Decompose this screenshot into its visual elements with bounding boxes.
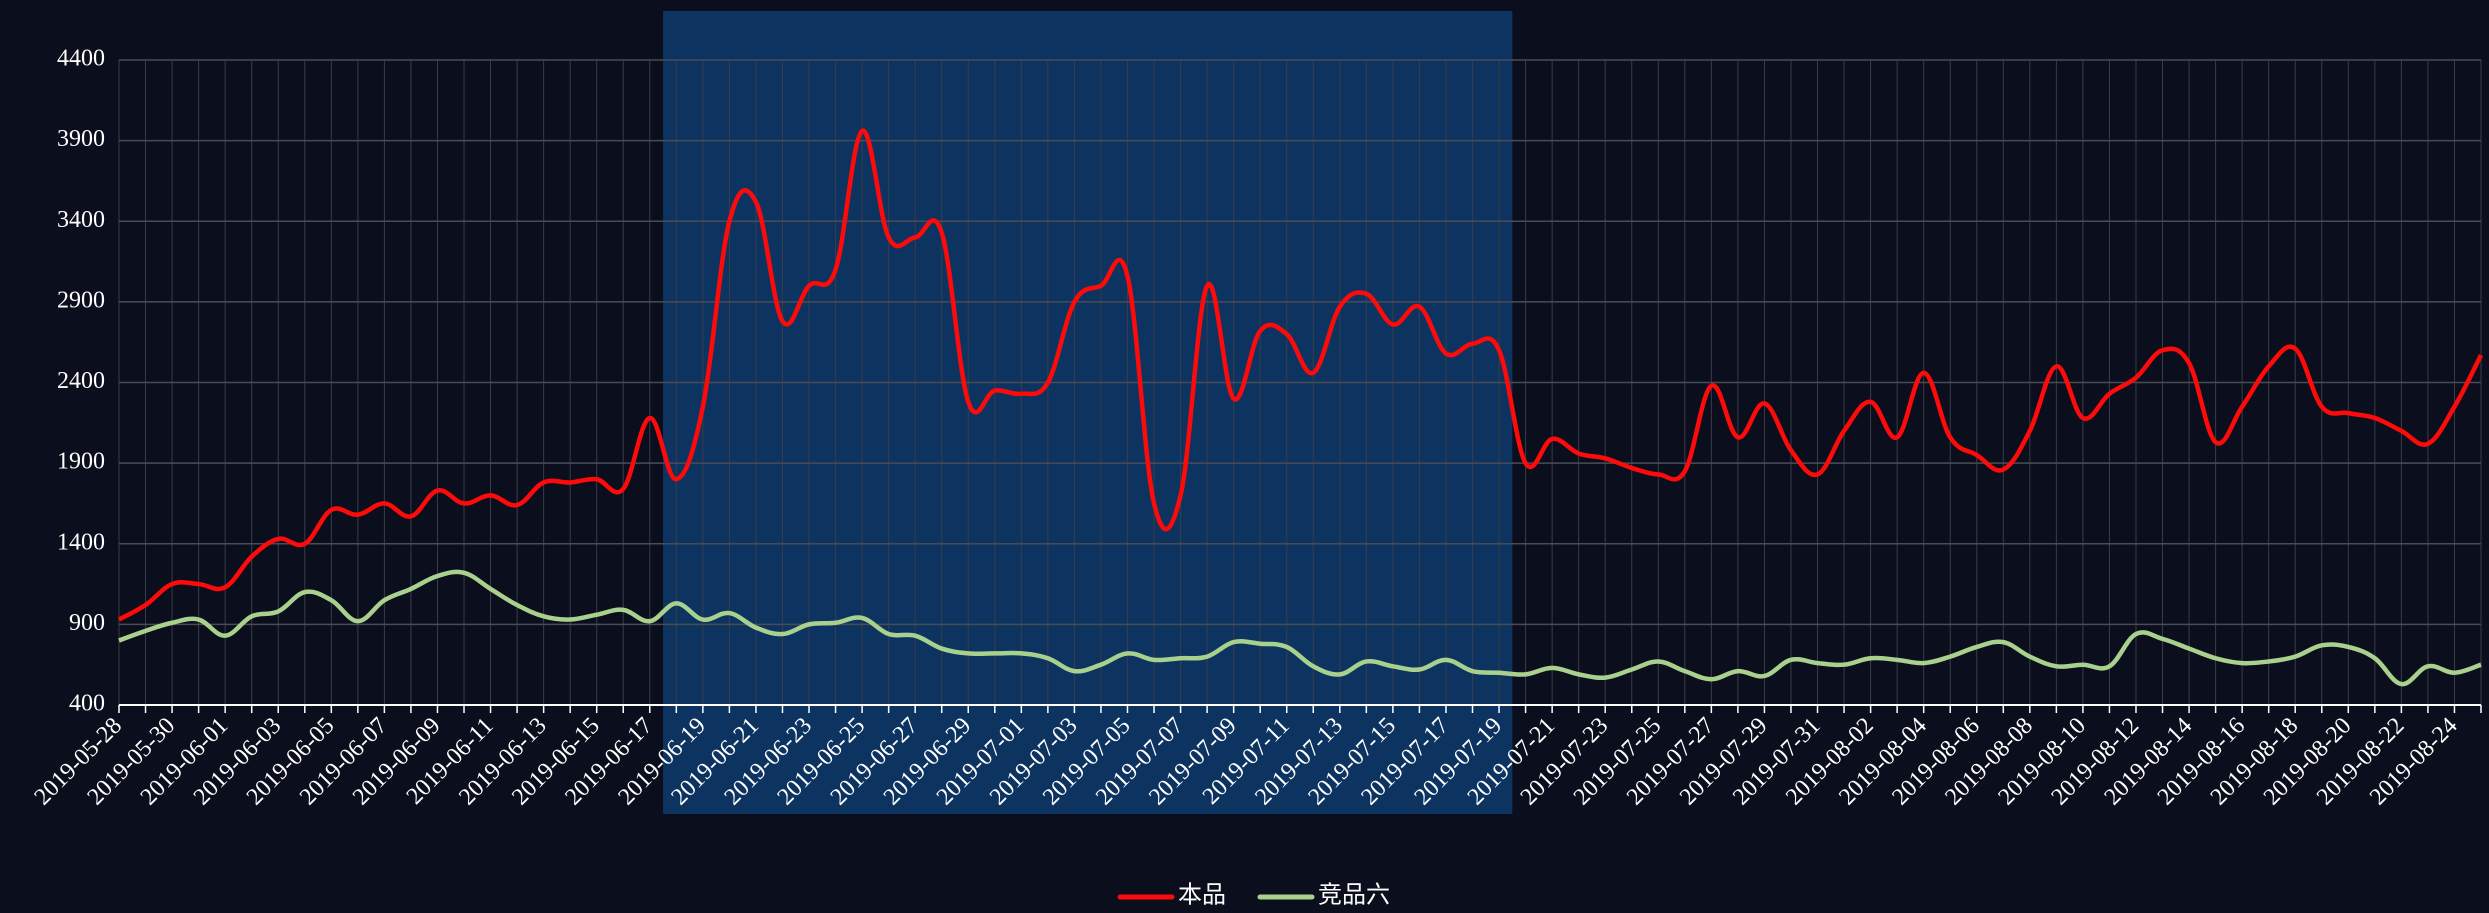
y-tick-label: 1900 (57, 449, 105, 475)
y-tick-label: 400 (69, 691, 105, 717)
legend-label: 本品 (1178, 882, 1226, 909)
y-tick-label: 3900 (57, 126, 105, 152)
line-series (117, 128, 2484, 622)
y-tick-label: 900 (69, 610, 105, 636)
y-tick-label: 4400 (57, 46, 105, 72)
y-tick-label: 3400 (57, 207, 105, 233)
y-tick-label: 2900 (57, 287, 105, 313)
legend-label: 竞品六 (1318, 882, 1390, 909)
y-tick-label: 2400 (57, 368, 105, 394)
highlight-band (663, 11, 1513, 814)
line-series (118, 569, 2482, 687)
y-tick-label: 1400 (57, 529, 105, 555)
